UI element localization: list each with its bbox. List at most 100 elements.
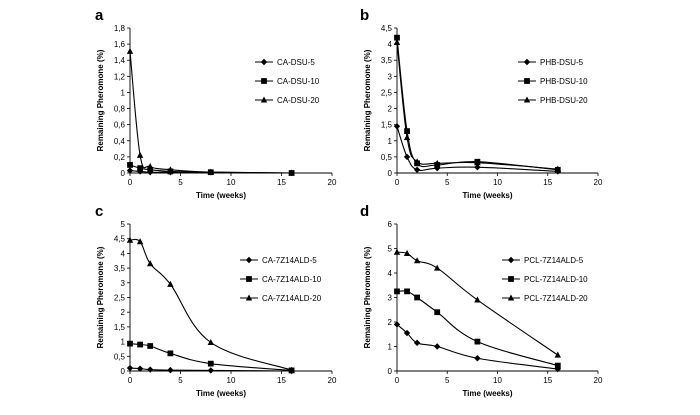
chart-panel-a: a 0 0,2 0,4 0,6 0,8 1 1,2 1,4 1,6 1,8 0 5 10 15 20 Time … [95, 7, 337, 200]
legend-label: CA-7Z14ALD-5 [262, 256, 317, 265]
y-tick-label: 0,5 [114, 352, 126, 361]
x-tick-label: 10 [227, 178, 236, 187]
data-point-triangle [474, 296, 481, 303]
y-tick-label: 1,8 [114, 24, 126, 33]
y-tick-label: 0,8 [114, 105, 126, 114]
data-point-diamond [126, 364, 134, 372]
x-tick-label: 15 [277, 178, 286, 187]
y-tick-label: 1,5 [381, 121, 393, 130]
series-PCL-7Z14ALD-5 [393, 321, 561, 373]
x-tick-label: 10 [493, 376, 502, 385]
data-point-square [414, 294, 420, 301]
x-tick-label: 10 [227, 376, 236, 385]
data-point-triangle [403, 134, 411, 141]
y-tick-label: 1,4 [114, 56, 126, 65]
legend-marker-square [508, 276, 514, 282]
data-point-square [207, 360, 214, 367]
data-point-diamond [413, 339, 421, 347]
series-line [396, 324, 558, 370]
data-point-diamond [474, 164, 481, 171]
x-tick-label: 0 [128, 376, 133, 385]
series-CA-7Z14ALD-5 [126, 364, 295, 375]
series-PHB-DSU-10 [394, 34, 561, 173]
y-tick-label: 3 [388, 72, 393, 81]
y-tick-label: 3 [121, 279, 126, 288]
y-tick-label: 3 [388, 294, 393, 303]
data-point-triangle [136, 151, 144, 158]
data-point-square [137, 341, 143, 348]
legend-label: PCL-7Z14ALD-5 [524, 256, 584, 265]
y-tick-label: 1 [388, 343, 393, 352]
y-tick-label: 2 [388, 318, 393, 327]
panel-label: b [360, 7, 369, 24]
y-tick-label: 4,5 [114, 235, 126, 244]
data-point-diamond [207, 367, 214, 374]
y-tick-label: 2 [388, 105, 393, 114]
series-CA-7Z14ALD-20 [126, 236, 295, 373]
legend-marker-diamond [245, 256, 253, 264]
legend-marker-triangle [523, 96, 531, 103]
x-axis-label: Time (weeks) [462, 389, 512, 398]
legend: PHB-DSU-5 PHB-DSU-10 PHB-DSU-20 [518, 58, 588, 105]
legend-label: PHB-DSU-10 [540, 77, 588, 86]
data-point-square [147, 166, 154, 173]
x-tick-label: 5 [178, 376, 183, 385]
x-tick-label: 20 [594, 376, 603, 385]
data-point-diamond [147, 366, 154, 373]
y-tick-label: 1 [388, 137, 393, 146]
data-point-square [434, 309, 441, 316]
data-point-triangle [413, 158, 421, 165]
x-tick-label: 20 [328, 178, 337, 187]
data-point-triangle [288, 169, 295, 176]
data-point-diamond [136, 365, 144, 372]
legend-marker-diamond [507, 256, 515, 264]
data-point-diamond [413, 166, 421, 173]
legend-label: PHB-DSU-20 [540, 96, 588, 105]
legend-marker-triangle [507, 294, 515, 301]
data-point-diamond [126, 167, 134, 174]
x-tick-label: 5 [178, 178, 183, 187]
series-line [129, 51, 292, 174]
data-point-square [147, 343, 154, 349]
data-point-square [554, 362, 561, 369]
data-point-diamond [434, 343, 441, 350]
x-tick-label: 10 [493, 178, 502, 187]
y-tick-label: 0 [388, 367, 393, 376]
legend-label: CA-DSU-10 [277, 77, 320, 86]
data-point-square [167, 350, 174, 357]
legend-marker-square [246, 276, 252, 282]
x-tick-label: 15 [277, 376, 286, 385]
y-tick-label: 0,2 [114, 153, 126, 162]
legend-label: PCL-7Z14ALD-10 [524, 275, 588, 284]
x-axis-label: Time (weeks) [196, 191, 246, 200]
x-axis-label: Time (weeks) [196, 389, 246, 398]
data-point-diamond [393, 321, 401, 328]
data-point-square [394, 34, 400, 41]
legend-marker-triangle [260, 96, 268, 103]
series-line [396, 37, 558, 171]
x-tick-label: 0 [395, 178, 400, 187]
data-point-triangle [207, 338, 214, 346]
data-point-triangle [403, 249, 411, 256]
data-point-diamond [403, 153, 411, 161]
legend-marker-square [261, 78, 267, 84]
y-tick-label: 4 [388, 269, 393, 278]
data-point-triangle [393, 248, 401, 255]
legend-label: CA-DSU-5 [277, 58, 315, 67]
legend-marker-diamond [523, 58, 531, 66]
data-point-square [474, 338, 481, 345]
legend-label: CA-DSU-20 [277, 96, 320, 105]
x-axis-label: Time (weeks) [462, 191, 512, 200]
series-PHB-DSU-20 [393, 38, 561, 172]
data-point-diamond [167, 366, 174, 374]
data-point-square [404, 128, 410, 134]
y-tick-label: 1,2 [114, 72, 126, 81]
x-tick-label: 5 [445, 178, 450, 187]
legend: CA-7Z14ALD-5 CA-7Z14ALD-10 CA-7Z14ALD-20 [240, 256, 322, 303]
data-point-triangle [147, 163, 154, 170]
data-point-triangle [167, 280, 174, 287]
y-tick-label: 0 [121, 169, 126, 178]
y-tick-label: 2,5 [381, 88, 393, 97]
series-CA-DSU-20 [126, 47, 295, 176]
